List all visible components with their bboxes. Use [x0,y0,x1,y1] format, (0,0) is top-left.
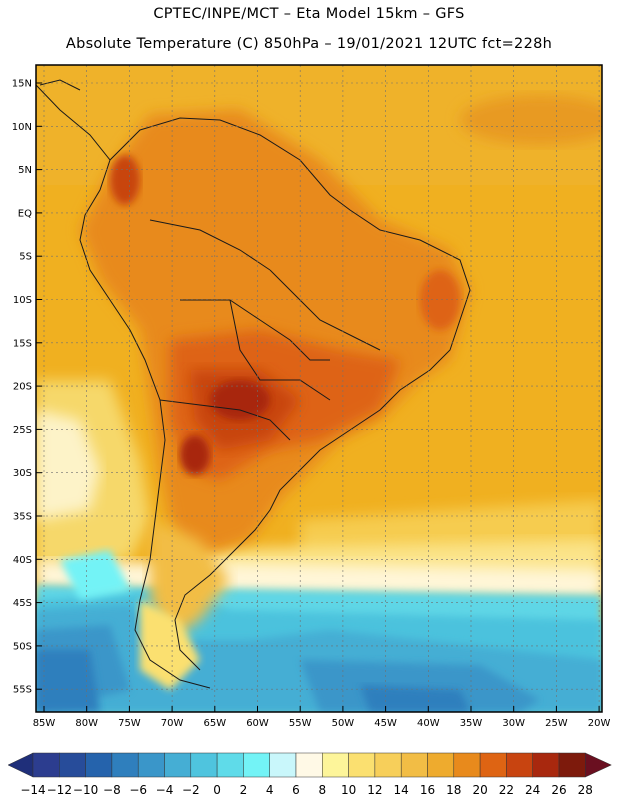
colorbar-label: −4 [156,783,174,797]
lat-label: 20S [13,382,32,393]
colorbar-swatch [164,752,192,778]
colorbar-label: 20 [472,783,487,797]
colorbar-label: 24 [525,783,540,797]
map-frame [35,64,603,713]
longitude-labels: 85W 80W 75W 70W 65W 60W 55W 50W 45W 40W 35W 30W 25W 2… [33,706,611,729]
colorbar-label: 6 [292,783,300,797]
lat-label: 45S [13,598,32,609]
colorbar-swatch [348,752,376,778]
lat-label: 50S [13,641,32,652]
colorbar-label: 12 [367,783,382,797]
colorbar-label: 10 [341,783,356,797]
colorbar-label: −2 [182,783,200,797]
lon-label: 75W [118,718,141,729]
lon-label: 65W [203,718,226,729]
colorbar-label: 14 [394,783,409,797]
colorbar-label: 8 [318,783,326,797]
colorbar-label: −6 [129,783,147,797]
colorbar-under-arrow [7,752,34,778]
colorbar-label: 26 [551,783,566,797]
latitude-labels: 15N 10N 5N EQ 5S 10S 15S 20S 25S 30S 35S 40S 45S 50S 5… [12,79,42,696]
colorbar-swatch [269,752,297,778]
colorbar-swatch [374,752,402,778]
colorbar-swatch [506,752,533,778]
lon-label: 40W [417,718,440,729]
colorbar-swatch [295,752,323,778]
lat-label: 10N [12,122,32,133]
lon-label: 60W [246,718,269,729]
lon-label: 45W [374,718,397,729]
lat-label: EQ [18,208,32,219]
colorbar-swatch [190,752,218,778]
grid [36,65,602,712]
colorbar-swatch [85,752,113,778]
colorbar-label: 22 [499,783,514,797]
lon-label: 35W [460,718,483,729]
lat-label: 55S [13,685,32,696]
colorbar-label: 2 [240,783,248,797]
colorbar-over-arrow [585,752,612,778]
lat-label: 15S [13,338,32,349]
coastlines [36,79,471,689]
colorbar-label: −10 [73,783,98,797]
lat-label: 5S [19,252,32,263]
colorbar-swatch [137,752,165,778]
colorbar-swatch [216,752,244,778]
colorbar-swatch [243,752,270,778]
lat-label: 5N [18,165,32,176]
lat-label: 35S [13,512,32,523]
colorbar-label: 16 [420,783,435,797]
colorbar: −14 −12 −10 −8 −6 −4 −2 0 2 4 6 8 10 12 14 16 18 20 22 24 26… [7,752,612,797]
colorbar-label: −14 [20,783,45,797]
colorbar-swatch [32,752,60,778]
colorbar-swatch [558,752,586,778]
colorbar-swatch [111,752,139,778]
colorbar-swatch [532,752,560,778]
lat-label: 30S [13,468,32,479]
lat-label: 25S [13,425,32,436]
colorbar-label: −12 [47,783,72,797]
colorbar-label: 4 [266,783,274,797]
colorbar-swatch [400,752,428,778]
lon-label: 25W [545,718,568,729]
lat-label: 15N [12,79,32,90]
title-line-2: Absolute Temperature (C) 850hPa – 19/01/… [65,36,553,52]
lon-label: 85W [33,718,56,729]
lon-label: 70W [161,718,184,729]
colorbar-swatch [427,752,455,778]
lat-label: 10S [13,295,32,306]
lon-label: 80W [75,718,98,729]
colorbar-label: 18 [446,783,461,797]
lon-label: 20W [588,718,611,729]
lon-label: 50W [332,718,355,729]
colorbar-label: 0 [213,783,221,797]
temperature-field [36,65,602,712]
colorbar-swatch [59,752,86,778]
colorbar-swatch [453,752,481,778]
lon-label: 55W [289,718,312,729]
lon-label: 30W [502,718,525,729]
colorbar-swatch [479,752,507,778]
colorbar-label: −8 [103,783,121,797]
colorbar-label: 28 [578,783,593,797]
colorbar-swatch [322,752,349,778]
title-line-1: CPTEC/INPE/MCT – Eta Model 15km – GFS [153,6,465,22]
lat-label: 40S [13,555,32,566]
